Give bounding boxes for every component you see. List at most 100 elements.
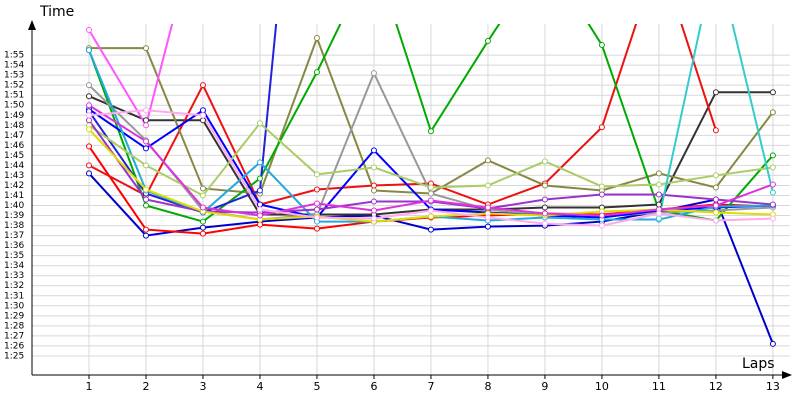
y-tick-label: 1:32	[4, 281, 24, 291]
data-point	[541, 158, 548, 165]
data-point	[484, 182, 491, 189]
data-point	[256, 159, 263, 166]
x-tick-label: 13	[766, 380, 780, 393]
y-tick-label: 1:30	[4, 301, 24, 311]
y-tick-label: 1:40	[4, 201, 24, 211]
data-point	[712, 184, 719, 191]
y-tick-label: 1:54	[4, 61, 24, 71]
data-point	[142, 162, 149, 169]
data-point	[85, 47, 92, 54]
data-point	[427, 128, 434, 135]
data-point	[712, 127, 719, 134]
data-point	[199, 112, 206, 119]
x-tick-label: 3	[199, 380, 206, 393]
x-tick-label: 4	[256, 380, 263, 393]
data-point	[199, 185, 206, 192]
data-point	[142, 202, 149, 209]
y-tick-label: 1:26	[4, 341, 24, 351]
data-point	[199, 224, 206, 231]
data-point	[427, 184, 434, 191]
data-point	[256, 201, 263, 208]
data-point	[370, 198, 377, 205]
data-point	[313, 206, 320, 213]
x-tick-label: 7	[427, 380, 434, 393]
data-point	[85, 162, 92, 169]
data-point	[142, 117, 149, 124]
y-tick-label: 1:37	[4, 231, 24, 241]
data-point	[541, 204, 548, 211]
data-point	[85, 143, 92, 150]
data-point	[256, 175, 263, 182]
data-point	[598, 42, 605, 49]
data-point	[199, 204, 206, 211]
data-point	[484, 157, 491, 164]
y-tick-label: 1:28	[4, 321, 24, 331]
y-tick-label: 1:42	[4, 181, 24, 191]
data-point	[313, 171, 320, 178]
data-point	[655, 181, 662, 188]
data-point	[370, 215, 377, 222]
data-point	[256, 206, 263, 213]
data-point	[85, 126, 92, 133]
data-point	[769, 201, 776, 208]
data-point	[712, 89, 719, 96]
y-tick-label: 1:41	[4, 191, 24, 201]
data-point	[313, 200, 320, 207]
data-point	[199, 82, 206, 89]
data-point	[313, 225, 320, 232]
y-tick-label: 1:52	[4, 81, 24, 91]
y-tick-label: 1:48	[4, 121, 24, 131]
x-tick-label: 11	[652, 380, 666, 393]
data-point	[370, 182, 377, 189]
data-point	[769, 181, 776, 188]
data-point	[655, 215, 662, 222]
data-point	[142, 138, 149, 145]
x-tick-label: 9	[541, 380, 548, 393]
data-point	[370, 187, 377, 194]
data-point	[427, 207, 434, 214]
data-point	[655, 191, 662, 198]
data-point	[199, 117, 206, 124]
data-point	[313, 214, 320, 221]
data-point	[313, 186, 320, 193]
data-point	[769, 152, 776, 159]
data-point	[142, 145, 149, 152]
data-point	[370, 70, 377, 77]
x-arrow	[782, 371, 792, 379]
x-tick-label: 2	[142, 380, 149, 393]
y-tick-label: 1:49	[4, 111, 24, 121]
data-point	[142, 186, 149, 193]
data-point	[598, 124, 605, 131]
data-point	[598, 222, 605, 229]
data-point	[712, 172, 719, 179]
data-point	[85, 117, 92, 124]
data-point	[655, 201, 662, 208]
series-line	[657, 24, 774, 219]
data-point	[313, 69, 320, 76]
data-point	[712, 209, 719, 216]
x-tick-label: 10	[595, 380, 609, 393]
y-tick-label: 1:53	[4, 71, 24, 81]
y-tick-label: 1:43	[4, 171, 24, 181]
series-line	[88, 24, 717, 206]
data-point	[541, 182, 548, 189]
data-point	[484, 223, 491, 230]
data-point	[769, 109, 776, 116]
data-point	[427, 213, 434, 220]
y-tick-label: 1:38	[4, 221, 24, 231]
data-point	[313, 35, 320, 42]
x-tick-label: 6	[370, 380, 377, 393]
data-point	[484, 214, 491, 221]
data-point	[541, 196, 548, 203]
data-point	[199, 230, 206, 237]
x-axis-label: Laps	[742, 356, 775, 372]
data-point	[85, 93, 92, 100]
y-tick-label: 1:36	[4, 241, 24, 251]
y-tick-label: 1:45	[4, 151, 24, 161]
data-point	[712, 217, 719, 224]
data-point	[712, 202, 719, 209]
data-point	[655, 170, 662, 177]
y-tick-label: 1:31	[4, 291, 24, 301]
data-point	[370, 207, 377, 214]
data-point	[85, 82, 92, 89]
